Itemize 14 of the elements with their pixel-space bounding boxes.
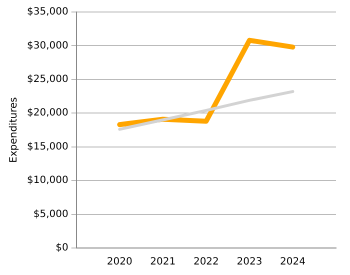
y-tick-label: $35,000: [26, 6, 68, 18]
y-tick-label: $10,000: [26, 175, 68, 186]
y-tick-label: $30,000: [26, 40, 68, 52]
y-tick-label: $20,000: [26, 108, 68, 119]
x-tick-label: 2022: [193, 256, 219, 268]
x-tick-label: 2020: [106, 256, 132, 268]
x-tick-label: 2023: [236, 256, 262, 268]
y-tick-label: $5,000: [33, 208, 68, 220]
y-tick-label: $0: [56, 242, 68, 254]
x-tick-label: 2024: [280, 256, 306, 268]
y-axis-title: Expenditures: [8, 97, 20, 163]
y-tick-label: $25,000: [26, 74, 68, 86]
x-tick-label: 2021: [150, 256, 176, 268]
y-tick-label: $15,000: [26, 141, 68, 152]
